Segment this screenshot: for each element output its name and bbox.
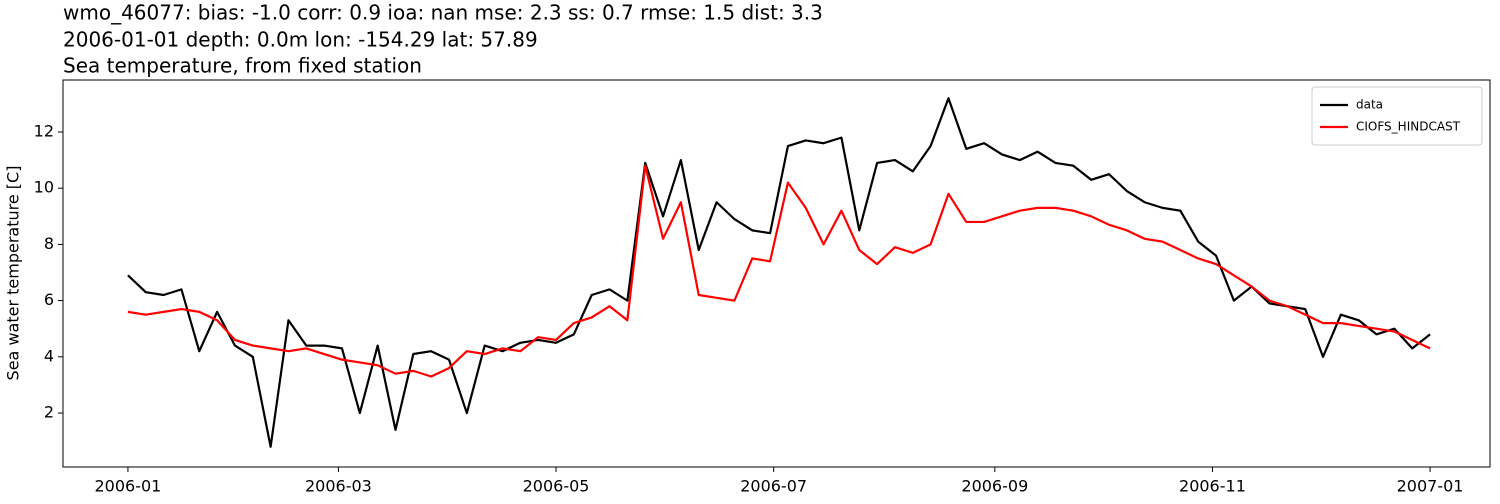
x-tick-label: 2006-11 [1179,477,1246,496]
legend-box [1311,86,1483,146]
y-tick-label: 4 [44,346,54,365]
x-tick-label: 2006-01 [94,477,161,496]
data-line [127,97,1431,448]
legend-label: data [1356,98,1383,112]
chart-subtitle: Sea temperature, from fixed station [63,54,422,78]
y-tick-label: 6 [44,290,54,309]
x-tick-label: 2006-03 [305,477,372,496]
legend-label: CIOFS_HINDCAST [1356,120,1461,134]
plot-frame [62,79,1491,468]
data-line [127,164,1431,378]
chart-subtitle: 2006-01-01 depth: 0.0m lon: -154.29 lat:… [63,28,538,52]
x-tick-label: 2007-01 [1397,477,1464,496]
y-tick-label: 10 [34,178,54,197]
y-tick-label: 12 [34,121,54,140]
chart-title: wmo_46077: bias: -1.0 corr: 0.9 ioa: nan… [63,1,823,25]
x-tick-label: 2006-07 [740,477,807,496]
x-tick-label: 2006-05 [523,477,590,496]
y-tick-label: 2 [44,403,54,422]
y-axis-label: Sea water temperature [C] [4,166,23,381]
y-tick-label: 8 [44,234,54,253]
x-tick-label: 2006-09 [961,477,1028,496]
